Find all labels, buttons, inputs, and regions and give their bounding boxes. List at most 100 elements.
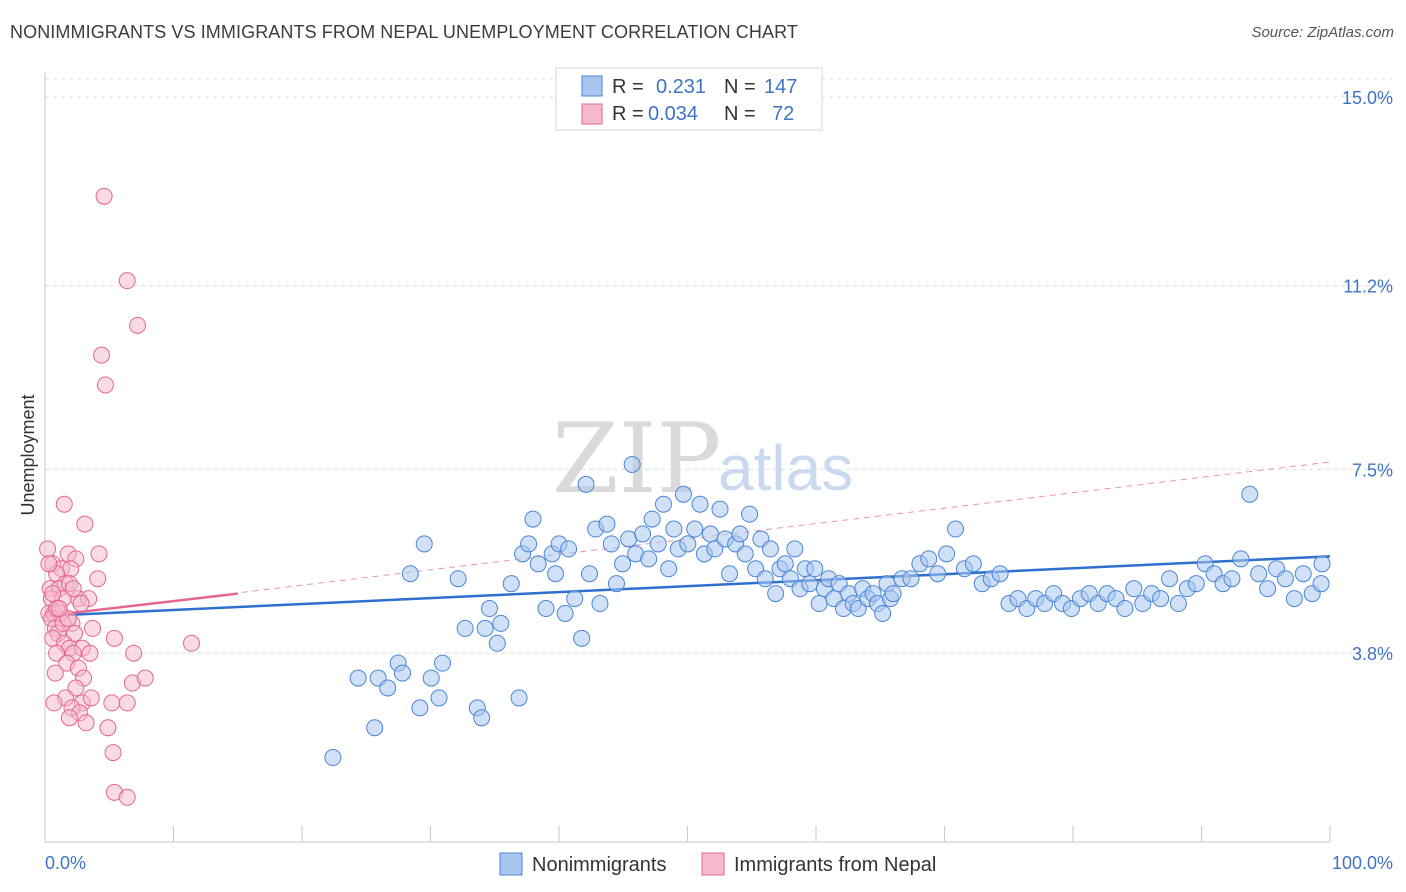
point-nonimmigrants bbox=[581, 565, 599, 583]
point-nonimmigrants bbox=[1312, 575, 1330, 593]
point-nepal bbox=[48, 644, 66, 662]
point-nonimmigrants bbox=[602, 535, 620, 553]
point-nonimmigrants bbox=[1161, 570, 1179, 588]
x-ticks bbox=[44, 826, 1331, 842]
point-nepal bbox=[39, 540, 57, 558]
point-nepal bbox=[125, 644, 143, 662]
legend-label-nonimmigrants: Nonimmigrants bbox=[532, 854, 666, 876]
point-nepal bbox=[67, 679, 85, 697]
point-nonimmigrants bbox=[810, 595, 828, 613]
point-nepal bbox=[44, 585, 62, 603]
source-label: Source: ZipAtlas.com bbox=[1251, 24, 1394, 41]
point-nonimmigrants bbox=[480, 600, 498, 618]
point-nonimmigrants bbox=[786, 540, 804, 558]
point-nepal bbox=[64, 580, 82, 598]
trend-line-nonimmigrants-solid bbox=[44, 555, 1331, 618]
point-nepal bbox=[77, 714, 95, 732]
chart-title: NONIMMIGRANTS VS IMMIGRANTS FROM NEPAL U… bbox=[10, 22, 798, 42]
point-nepal bbox=[136, 669, 154, 687]
point-nonimmigrants bbox=[665, 520, 683, 538]
point-nonimmigrants bbox=[379, 679, 397, 697]
points-nepal bbox=[39, 187, 200, 806]
point-nonimmigrants bbox=[991, 565, 1009, 583]
point-nonimmigrants bbox=[449, 570, 467, 588]
point-nonimmigrants bbox=[1294, 565, 1312, 583]
stats-legend-swatch-blue bbox=[581, 75, 603, 97]
x-tick-label-min: 0.0% bbox=[45, 853, 86, 873]
point-nepal bbox=[105, 629, 123, 647]
point-nonimmigrants bbox=[591, 595, 609, 613]
point-nonimmigrants bbox=[686, 520, 704, 538]
point-nonimmigrants bbox=[884, 585, 902, 603]
point-nepal bbox=[182, 634, 200, 652]
point-nonimmigrants bbox=[623, 455, 641, 473]
point-nonimmigrants bbox=[566, 590, 584, 608]
point-nepal bbox=[95, 187, 113, 205]
stats-n-value-1: 147 bbox=[764, 76, 797, 98]
y-tick-label: 7.5% bbox=[1352, 460, 1393, 480]
trend-line-nepal-solid bbox=[44, 592, 238, 618]
point-nonimmigrants bbox=[660, 560, 678, 578]
point-nepal bbox=[76, 515, 94, 533]
point-nepal bbox=[62, 560, 80, 578]
bottom-legend: Nonimmigrants Immigrants from Nepal bbox=[499, 852, 936, 876]
stats-r-label-2: R = bbox=[612, 103, 644, 125]
point-nonimmigrants bbox=[1232, 550, 1250, 568]
point-nepal bbox=[118, 272, 136, 290]
point-nonimmigrants bbox=[607, 575, 625, 593]
point-nonimmigrants bbox=[929, 565, 947, 583]
point-nonimmigrants bbox=[415, 535, 433, 553]
point-nonimmigrants bbox=[679, 535, 697, 553]
point-nepal bbox=[82, 689, 100, 707]
point-nonimmigrants bbox=[524, 510, 542, 528]
trend-line-nepal-extended bbox=[44, 461, 1331, 617]
trend-line-nonimmigrants bbox=[44, 555, 1331, 618]
point-nonimmigrants bbox=[964, 555, 982, 573]
stats-n-value-2: 72 bbox=[772, 103, 794, 125]
point-nonimmigrants bbox=[573, 629, 591, 647]
point-nonimmigrants bbox=[674, 485, 692, 503]
point-nonimmigrants bbox=[706, 540, 724, 558]
point-nepal bbox=[103, 694, 121, 712]
point-nonimmigrants bbox=[643, 510, 661, 528]
point-nepal bbox=[99, 719, 117, 737]
point-nonimmigrants bbox=[1125, 580, 1143, 598]
point-nonimmigrants bbox=[456, 619, 474, 637]
stats-n-label-2: N = bbox=[724, 103, 756, 125]
point-nepal bbox=[90, 545, 108, 563]
point-nonimmigrants bbox=[510, 689, 528, 707]
point-nepal bbox=[40, 555, 58, 573]
stats-r-value-1: 0.231 bbox=[656, 76, 706, 98]
point-nonimmigrants bbox=[577, 475, 595, 493]
point-nonimmigrants bbox=[1313, 555, 1331, 573]
point-nonimmigrants bbox=[529, 555, 547, 573]
point-nonimmigrants bbox=[634, 525, 652, 543]
point-nonimmigrants bbox=[711, 500, 729, 518]
point-nonimmigrants bbox=[920, 550, 938, 568]
point-nonimmigrants bbox=[1259, 580, 1277, 598]
stats-r-label-1: R = bbox=[612, 76, 644, 98]
legend-label-nepal: Immigrants from Nepal bbox=[734, 854, 936, 876]
point-nonimmigrants bbox=[741, 505, 759, 523]
point-nonimmigrants bbox=[537, 600, 555, 618]
point-nonimmigrants bbox=[1223, 570, 1241, 588]
point-nonimmigrants bbox=[761, 540, 779, 558]
point-nepal bbox=[60, 709, 78, 727]
point-nonimmigrants bbox=[598, 515, 616, 533]
point-nonimmigrants bbox=[767, 585, 785, 603]
point-nepal bbox=[46, 664, 64, 682]
point-nonimmigrants bbox=[1241, 485, 1259, 503]
point-nonimmigrants bbox=[366, 719, 384, 737]
point-nonimmigrants bbox=[947, 520, 965, 538]
point-nonimmigrants bbox=[1250, 565, 1268, 583]
point-nonimmigrants bbox=[411, 699, 429, 717]
point-nonimmigrants bbox=[324, 749, 342, 767]
point-nonimmigrants bbox=[492, 614, 510, 632]
point-nonimmigrants bbox=[547, 565, 565, 583]
point-nonimmigrants bbox=[721, 565, 739, 583]
y-tick-label: 15.0% bbox=[1342, 88, 1393, 108]
legend-swatch-nonimmigrants bbox=[499, 852, 523, 876]
point-nonimmigrants bbox=[654, 495, 672, 513]
point-nonimmigrants bbox=[736, 545, 754, 563]
legend-swatch-nepal bbox=[701, 852, 725, 876]
